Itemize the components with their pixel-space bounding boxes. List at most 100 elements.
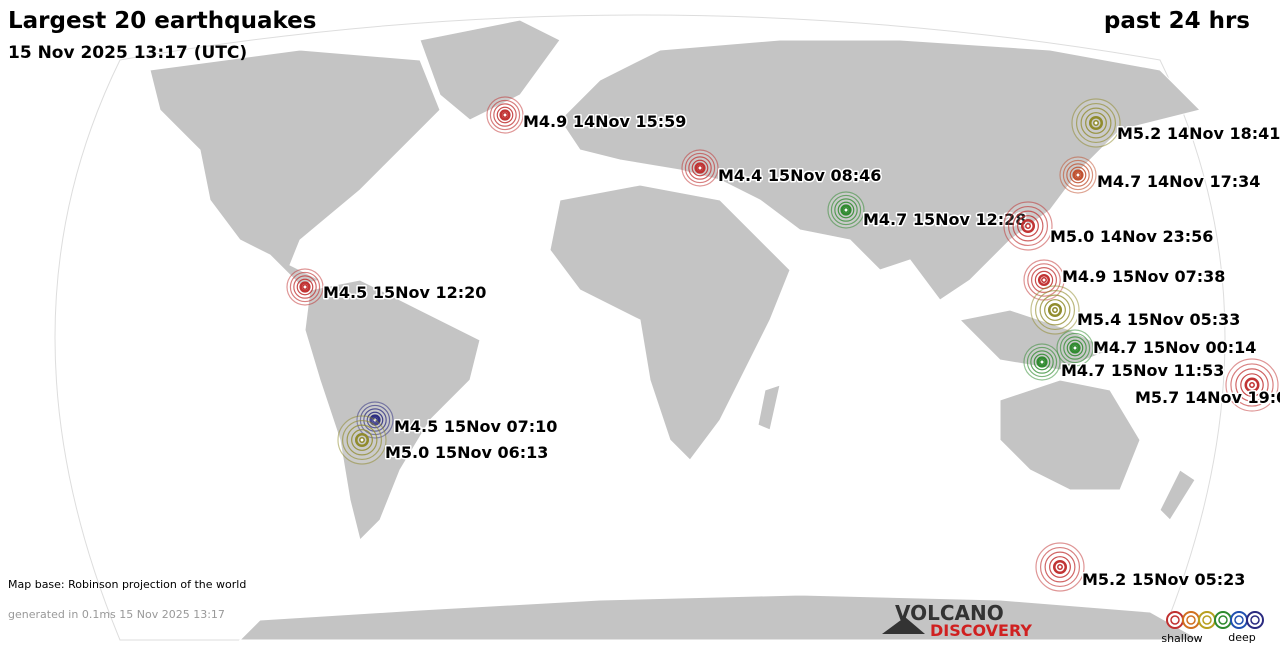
africa [549, 184, 791, 461]
quake-ring [1066, 339, 1084, 357]
quake-ring [834, 198, 858, 222]
legend-ring-inner [1218, 615, 1228, 625]
quake-label: M5.7 14Nov 19:09 [1135, 388, 1280, 407]
quake-ring [1049, 556, 1071, 578]
legend-shallow: shallow [1161, 632, 1202, 645]
quake-ring [346, 424, 378, 456]
quake-ring [1020, 218, 1036, 234]
quake-ring [363, 408, 387, 432]
quake-ring [1080, 107, 1112, 139]
quake-ring [351, 429, 373, 451]
quake-ring [489, 99, 521, 131]
quake-ring [354, 432, 370, 448]
quake-ring [369, 414, 381, 426]
quake-label: M4.9 14Nov 15:59 [523, 112, 686, 131]
quake-label: M5.0 14Nov 23:56 [1050, 227, 1213, 246]
quake-label: M5.2 15Nov 05:23 [1082, 570, 1245, 589]
quake-label: M5.4 15Nov 05:33 [1077, 310, 1240, 329]
quake-ring [1047, 302, 1063, 318]
quake-ring [341, 419, 383, 461]
quake-center [502, 112, 508, 118]
legend-ring-inner [1186, 615, 1196, 625]
quake-ring [1044, 299, 1066, 321]
quake-ring [1063, 336, 1087, 360]
earthquake: M5.2 14Nov 18:41 [1071, 98, 1280, 148]
quake-ring [1235, 368, 1269, 402]
earthquake: M4.7 15Nov 00:14 [1056, 329, 1258, 367]
quake-ring [1030, 267, 1057, 294]
timestamp: 15 Nov 2025 13:17 (UTC) [8, 43, 247, 63]
quake-ring [1027, 263, 1061, 297]
quake-ring [496, 106, 514, 124]
earthquake: M5.0 15Nov 06:13 [337, 415, 550, 465]
quake-ring [1059, 332, 1091, 364]
quake-ring [1075, 102, 1117, 144]
quake-center [1052, 307, 1058, 313]
earthquake: M4.7 14Nov 17:34 [1059, 156, 1262, 194]
eurasia [559, 39, 1201, 301]
legend [1166, 611, 1264, 629]
quake-center [1075, 172, 1081, 178]
quake-ring [1069, 342, 1081, 354]
earthquake: M4.7 15Nov 11:53 [1023, 343, 1226, 382]
quake-label: M4.7 15Nov 00:14 [1093, 338, 1256, 357]
earthquake: M4.5 15Nov 12:20 [286, 268, 488, 306]
quake-center [697, 165, 703, 171]
quake-ring [1044, 551, 1076, 583]
quake-ring [1030, 350, 1054, 374]
quake-ring [1066, 163, 1090, 187]
quake-ring [830, 194, 862, 226]
quake-ring [1062, 159, 1094, 191]
earthquake: M4.7 15Nov 12:28 [827, 191, 1028, 231]
quake-center [1249, 382, 1255, 388]
earthquake: M5.4 15Nov 05:33 [1030, 285, 1242, 335]
quake-ring [1069, 166, 1087, 184]
antarctica [238, 594, 1202, 641]
quake-label: M4.5 15Nov 12:20 [323, 283, 486, 302]
madagascar [757, 384, 781, 431]
quake-ring [1230, 363, 1274, 407]
earthquake: M4.9 14Nov 15:59 [486, 96, 688, 134]
new-zealand [1159, 469, 1196, 521]
legend-ring-inner [1202, 615, 1212, 625]
quake-ring [1033, 353, 1051, 371]
earthquake-markers: M4.9 14Nov 15:59 M5.2 14Nov 18:41 M4.4 15N… [286, 96, 1280, 592]
quake-ring [1007, 205, 1049, 247]
legend-ring [1230, 611, 1248, 629]
quake-center [1041, 277, 1047, 283]
quake-center [359, 437, 365, 443]
generated: generated in 0.1ms 15 Nov 2025 13:17 [8, 608, 225, 621]
quake-ring [493, 103, 517, 127]
quake-label: M5.0 15Nov 06:13 [385, 443, 548, 462]
quake-ring [359, 404, 391, 436]
quake-ring [840, 204, 852, 216]
legend-ring-inner [1170, 615, 1180, 625]
quake-label: M4.7 15Nov 12:28 [863, 210, 1026, 229]
quake-ring [1072, 169, 1084, 181]
legend-ring [1182, 611, 1200, 629]
quake-ring [1088, 115, 1104, 131]
quake-ring [499, 109, 511, 121]
quake-ring [293, 275, 317, 299]
period: past 24 hrs [1104, 8, 1250, 34]
quake-ring [366, 411, 384, 429]
quake-ring [296, 278, 314, 296]
quake-center [1093, 120, 1099, 126]
quake-ring [1017, 215, 1039, 237]
legend-ring [1198, 611, 1216, 629]
earthquake: M5.2 15Nov 05:23 [1035, 542, 1247, 592]
quake-ring [1036, 356, 1048, 368]
map-base: Map base: Robinson projection of the wor… [8, 578, 246, 591]
legend-ring [1246, 611, 1264, 629]
quake-ring [1039, 546, 1081, 588]
quake-ring [694, 162, 706, 174]
quake-center [1025, 223, 1031, 229]
quake-ring [1085, 112, 1107, 134]
australia [999, 379, 1141, 491]
quake-ring [1034, 289, 1076, 331]
quake-ring [1240, 373, 1264, 397]
earthquake: M5.7 14Nov 19:09 [1134, 358, 1280, 412]
quake-ring [684, 152, 716, 184]
earthquake: M5.0 14Nov 23:56 [1003, 201, 1215, 251]
